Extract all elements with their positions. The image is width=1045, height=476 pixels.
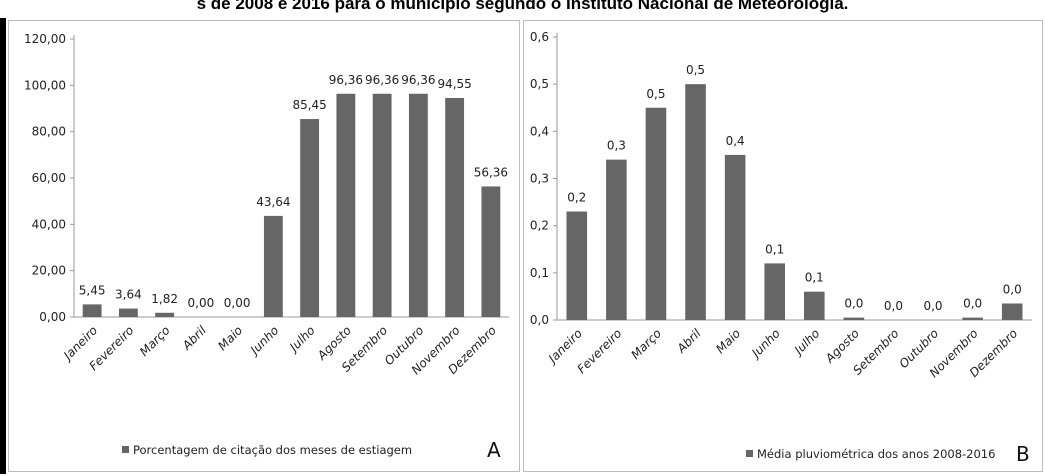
data-label: 96,36 bbox=[329, 73, 363, 87]
x-category-label: Maio bbox=[215, 323, 245, 353]
y-tick-label: 40,00 bbox=[32, 217, 66, 231]
y-tick-label: 0,6 bbox=[530, 30, 549, 44]
y-tick-label: 60,00 bbox=[32, 171, 66, 185]
x-category-label: Julho bbox=[286, 323, 318, 355]
x-category-label: Julho bbox=[790, 326, 822, 358]
bar bbox=[263, 215, 283, 317]
panel-letter: A bbox=[487, 438, 501, 462]
data-label: 56,36 bbox=[474, 165, 508, 179]
legend-swatch bbox=[122, 446, 129, 453]
panel-letter: B bbox=[1016, 442, 1030, 466]
y-tick-label: 0,2 bbox=[530, 219, 549, 233]
bar bbox=[300, 119, 320, 317]
data-label: 85,45 bbox=[292, 98, 326, 112]
data-label: 0,0 bbox=[963, 297, 982, 311]
data-label: 0,3 bbox=[607, 139, 626, 153]
x-category-label: Junho bbox=[246, 323, 281, 358]
y-tick-label: 0,00 bbox=[39, 310, 66, 324]
data-label: 0,0 bbox=[884, 299, 903, 313]
data-label: 5,45 bbox=[79, 283, 106, 297]
x-category-label: Março bbox=[137, 323, 173, 359]
data-label: 0,5 bbox=[646, 87, 665, 101]
x-category-label: Abril bbox=[179, 323, 209, 353]
y-tick-label: 0,4 bbox=[530, 124, 549, 138]
bar bbox=[724, 154, 746, 320]
x-category-label: Maio bbox=[713, 326, 743, 356]
x-category-label: Junho bbox=[748, 326, 783, 361]
data-label: 0,1 bbox=[765, 242, 784, 256]
x-category-label: Março bbox=[628, 326, 664, 362]
bar bbox=[606, 159, 627, 320]
bar bbox=[336, 93, 356, 318]
legend-label: Porcentagem de citação dos meses de esti… bbox=[133, 443, 412, 457]
bar bbox=[481, 186, 501, 317]
data-label: 0,2 bbox=[567, 191, 586, 205]
data-label: 0,1 bbox=[805, 271, 824, 285]
data-label: 96,36 bbox=[365, 73, 399, 87]
y-tick-label: 100,00 bbox=[24, 78, 66, 92]
x-category-label: Agosto bbox=[822, 326, 862, 366]
bar bbox=[445, 97, 465, 317]
legend-swatch bbox=[746, 450, 753, 457]
page-edge-bar bbox=[0, 18, 6, 474]
bar bbox=[82, 304, 102, 317]
y-tick-label: 120,00 bbox=[24, 32, 66, 46]
bar bbox=[408, 93, 428, 318]
data-label: 3,64 bbox=[115, 288, 142, 302]
y-tick-label: 0,0 bbox=[530, 313, 549, 327]
data-label: 1,82 bbox=[151, 292, 178, 306]
data-label: 0,0 bbox=[923, 299, 942, 313]
figure-caption: s de 2008 e 2016 para o município segund… bbox=[196, 0, 849, 13]
chart-panel-b: 0,0 0,1 0,2 0,3 0,4 0,5 0,6 0,2 Janeiro 0,3 Fevere… bbox=[523, 20, 1043, 472]
bar bbox=[804, 291, 825, 320]
x-category-label: Abril bbox=[674, 326, 704, 356]
data-label: 0,4 bbox=[726, 134, 745, 148]
bar bbox=[962, 317, 983, 320]
legend-label: Média pluviométrica dos anos 2008-2016 bbox=[757, 447, 995, 461]
bar bbox=[843, 317, 865, 320]
y-tick-label: 0,1 bbox=[530, 266, 549, 280]
bar bbox=[764, 263, 785, 320]
data-label: 94,55 bbox=[437, 77, 471, 91]
chart-panel-a: 0,00 20,00 40,00 60,00 80,00 100,00 120,00 5,45… bbox=[8, 20, 520, 472]
data-label: 0,0 bbox=[844, 297, 863, 311]
bar bbox=[372, 93, 392, 318]
bar bbox=[155, 312, 175, 317]
bar bbox=[118, 308, 138, 317]
bar bbox=[566, 211, 588, 320]
data-label: 0,00 bbox=[188, 296, 215, 310]
data-label: 0,0 bbox=[1003, 282, 1022, 296]
data-label: 0,00 bbox=[224, 296, 251, 310]
bar bbox=[685, 84, 706, 320]
y-tick-label: 20,00 bbox=[32, 264, 66, 278]
data-label: 96,36 bbox=[401, 73, 435, 87]
y-tick-label: 0,5 bbox=[530, 77, 549, 91]
bar bbox=[645, 107, 667, 320]
bar bbox=[1001, 303, 1023, 320]
chart-b-svg: 0,00,10,20,30,40,50,60,2Janeiro0,3Fevere… bbox=[530, 30, 1032, 466]
data-label: 43,64 bbox=[256, 195, 290, 209]
chart-a-svg: 0,00 20,00 40,00 60,00 80,00 100,00 120,00 5,45… bbox=[24, 32, 509, 462]
data-label: 0,5 bbox=[686, 63, 705, 77]
y-tick-label: 80,00 bbox=[32, 125, 66, 139]
y-tick-label: 0,3 bbox=[530, 172, 549, 186]
